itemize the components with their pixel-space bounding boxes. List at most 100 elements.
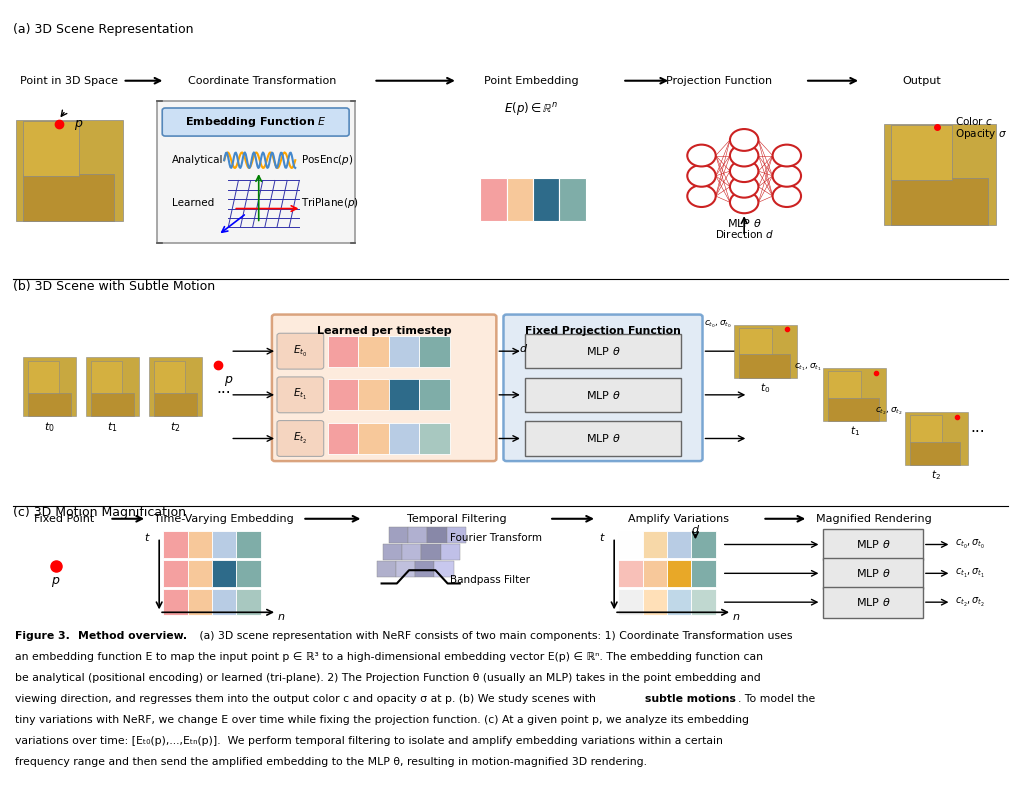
Circle shape: [730, 129, 759, 151]
Bar: [91, 392, 134, 416]
Circle shape: [687, 185, 716, 207]
Bar: [507, 178, 532, 221]
Text: TriPlane($p$): TriPlane($p$): [301, 196, 359, 210]
Bar: [187, 531, 212, 557]
Text: $E_{t_1}$: $E_{t_1}$: [293, 387, 307, 403]
Bar: [154, 361, 184, 392]
Text: $p$: $p$: [74, 119, 83, 132]
Text: Point Embedding: Point Embedding: [483, 75, 579, 86]
Bar: [524, 422, 681, 455]
Bar: [377, 560, 396, 577]
Text: MLP $\theta$: MLP $\theta$: [856, 539, 891, 550]
Bar: [187, 589, 212, 615]
Circle shape: [772, 165, 801, 187]
Bar: [408, 527, 427, 543]
Bar: [237, 560, 261, 586]
Text: Fixed Projection Function: Fixed Projection Function: [525, 326, 681, 336]
Bar: [24, 357, 76, 416]
Text: Figure 3.: Figure 3.: [15, 630, 74, 641]
Text: (a) 3D scene representation with NeRF consists of two main components: 1) Coordi: (a) 3D scene representation with NeRF co…: [196, 630, 793, 641]
Bar: [909, 415, 942, 442]
Bar: [91, 361, 122, 392]
Bar: [691, 560, 716, 586]
Bar: [212, 531, 237, 557]
Text: $d$: $d$: [691, 523, 700, 535]
Bar: [24, 121, 79, 176]
Bar: [691, 531, 716, 557]
Text: Embedding Function $E$: Embedding Function $E$: [184, 115, 327, 129]
Text: $t_1$: $t_1$: [850, 425, 860, 438]
Text: $d$: $d$: [519, 342, 527, 354]
Bar: [643, 589, 667, 615]
Text: $p$: $p$: [223, 374, 232, 388]
Bar: [328, 379, 358, 411]
Bar: [187, 560, 212, 586]
Text: ...: ...: [971, 420, 985, 435]
Text: Point in 3D Space: Point in 3D Space: [19, 75, 118, 86]
Text: be analytical (positional encoding) or learned (tri-plane). 2) The Projection Fu: be analytical (positional encoding) or l…: [15, 673, 761, 683]
Bar: [29, 361, 58, 392]
Text: MLP $\theta$: MLP $\theta$: [727, 217, 762, 228]
FancyBboxPatch shape: [504, 315, 702, 461]
Text: Fixed Point: Fixed Point: [34, 513, 94, 524]
Bar: [29, 392, 71, 416]
Text: an embedding function E to map the input point p ∈ ℝ³ to a high-dimensional embe: an embedding function E to map the input…: [15, 652, 763, 662]
Bar: [892, 125, 952, 180]
Bar: [734, 325, 797, 378]
Bar: [559, 178, 586, 221]
Bar: [212, 589, 237, 615]
Text: Color $c$: Color $c$: [955, 115, 993, 127]
Bar: [532, 178, 559, 221]
Bar: [427, 527, 446, 543]
Text: (b) 3D Scene with Subtle Motion: (b) 3D Scene with Subtle Motion: [13, 280, 215, 293]
FancyBboxPatch shape: [276, 377, 324, 413]
Circle shape: [772, 144, 801, 166]
Bar: [480, 178, 507, 221]
Text: Fourier Transform: Fourier Transform: [450, 533, 542, 543]
Bar: [691, 589, 716, 615]
Text: Amplify Variations: Amplify Variations: [628, 513, 729, 524]
Bar: [667, 560, 691, 586]
Text: Output: Output: [902, 75, 941, 86]
Bar: [163, 531, 187, 557]
Text: $t_1$: $t_1$: [108, 421, 118, 434]
Text: viewing direction, and regresses them into the output color c and opacity σ at p: viewing direction, and regresses them in…: [15, 694, 599, 704]
Bar: [358, 423, 389, 454]
Circle shape: [730, 176, 759, 198]
Bar: [618, 560, 643, 586]
Text: MLP $\theta$: MLP $\theta$: [586, 433, 621, 444]
Text: Learned per timestep: Learned per timestep: [316, 326, 452, 336]
Bar: [389, 423, 419, 454]
Text: (a) 3D Scene Representation: (a) 3D Scene Representation: [13, 23, 194, 36]
Text: MLP $\theta$: MLP $\theta$: [586, 389, 621, 401]
Text: Projection Function: Projection Function: [666, 75, 772, 86]
Bar: [328, 423, 358, 454]
Bar: [618, 531, 643, 557]
Bar: [396, 560, 415, 577]
Bar: [163, 589, 187, 615]
Bar: [667, 589, 691, 615]
Text: $t_2$: $t_2$: [170, 421, 180, 434]
Text: variations over time: [Eₜ₀(p),...,Eₜₙ(p)].  We perform temporal filtering to iso: variations over time: [Eₜ₀(p),...,Eₜₙ(p)…: [15, 736, 723, 746]
Text: $c_{t_2},\sigma_{t_2}$: $c_{t_2},\sigma_{t_2}$: [874, 405, 902, 417]
Text: $n$: $n$: [276, 612, 286, 622]
Bar: [150, 357, 202, 416]
Text: MLP $\theta$: MLP $\theta$: [856, 568, 891, 579]
Text: $t$: $t$: [599, 531, 605, 542]
Text: $t_0$: $t_0$: [761, 381, 771, 395]
Text: $E_{t_2}$: $E_{t_2}$: [293, 431, 307, 446]
Bar: [421, 544, 440, 560]
Bar: [904, 412, 968, 465]
Text: $t_2$: $t_2$: [931, 468, 941, 482]
Text: Time-Varying Embedding: Time-Varying Embedding: [155, 513, 294, 524]
Text: $n$: $n$: [732, 612, 740, 622]
Bar: [524, 378, 681, 412]
Bar: [643, 531, 667, 557]
Bar: [892, 178, 988, 225]
Bar: [823, 586, 923, 618]
Text: Coordinate Transformation: Coordinate Transformation: [187, 75, 336, 86]
Bar: [389, 527, 408, 543]
Bar: [163, 560, 187, 586]
Text: $c_{t_0},\sigma_{t_0}$: $c_{t_0},\sigma_{t_0}$: [955, 538, 985, 551]
Bar: [828, 371, 861, 398]
